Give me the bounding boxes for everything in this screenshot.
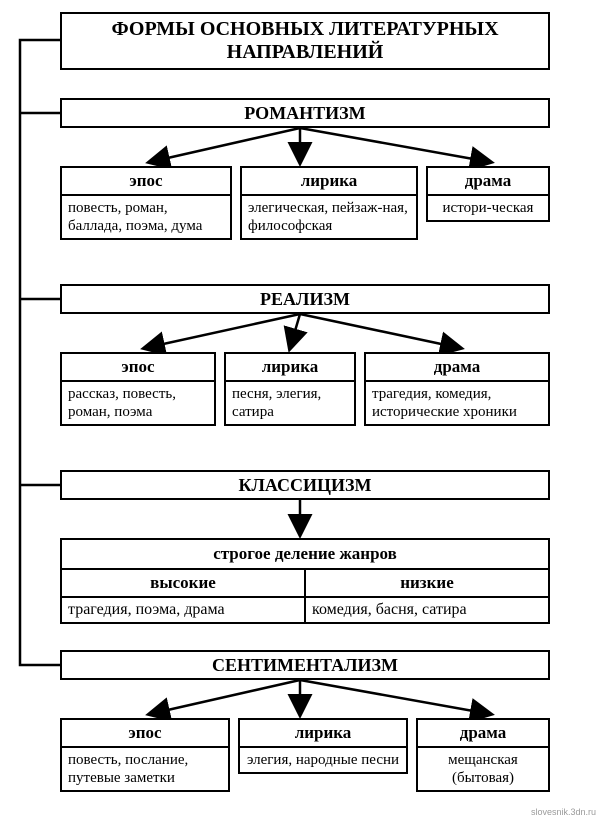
romanticism-epos-body: повесть, роман, баллада, поэма, дума — [62, 196, 230, 238]
romanticism-lyric-body: элегическая, пейзаж-ная, философская — [242, 196, 416, 238]
romanticism-drama: драма истори-ческая — [426, 166, 550, 222]
sentimentalism-epos-body: повесть, послание, путевые заметки — [62, 748, 228, 790]
section-header-romanticism: РОМАНТИЗМ — [60, 98, 550, 128]
realism-lyric-body: песня, элегия, сатира — [226, 382, 354, 424]
romanticism-epos-head: эпос — [62, 168, 230, 196]
classicism-col-low-body: комедия, басня, сатира — [304, 598, 548, 622]
romanticism-drama-head: драма — [428, 168, 548, 196]
romanticism-epos: эпос повесть, роман, баллада, поэма, дум… — [60, 166, 232, 240]
realism-epos-body: рассказ, повесть, роман, поэма — [62, 382, 214, 424]
sentimentalism-drama-head: драма — [418, 720, 548, 748]
classicism-col-high-body: трагедия, поэма, драма — [62, 598, 304, 622]
classicism-col-low-head: низкие — [304, 570, 548, 596]
realism-lyric: лирика песня, элегия, сатира — [224, 352, 356, 426]
classicism-col-high-head: высокие — [62, 570, 304, 596]
sentimentalism-lyric-body: элегия, народные песни — [240, 748, 406, 772]
section-header-classicism: КЛАССИЦИЗМ — [60, 470, 550, 500]
romanticism-lyric-head: лирика — [242, 168, 416, 196]
section-header-sentimentalism: СЕНТИМЕНТАЛИЗМ — [60, 650, 550, 680]
realism-epos: эпос рассказ, повесть, роман, поэма — [60, 352, 216, 426]
sentimentalism-epos-head: эпос — [62, 720, 228, 748]
sentimentalism-lyric: лирика элегия, народные песни — [238, 718, 408, 774]
realism-drama: драма трагедия, комедия, исторические хр… — [364, 352, 550, 426]
main-title: ФОРМЫ ОСНОВНЫХ ЛИТЕРАТУРНЫХ НАПРАВЛЕНИЙ — [60, 12, 550, 70]
section-header-realism: РЕАЛИЗМ — [60, 284, 550, 314]
realism-lyric-head: лирика — [226, 354, 354, 382]
realism-drama-head: драма — [366, 354, 548, 382]
sentimentalism-drama: драма мещанская (бытовая) — [416, 718, 550, 792]
classicism-table: строгое деление жанров высокие низкие тр… — [60, 538, 550, 624]
sentimentalism-lyric-head: лирика — [240, 720, 406, 748]
sentimentalism-drama-body: мещанская (бытовая) — [418, 748, 548, 790]
classicism-subtitle: строгое деление жанров — [62, 540, 548, 570]
realism-drama-body: трагедия, комедия, исторические хроники — [366, 382, 548, 424]
romanticism-drama-body: истори-ческая — [428, 196, 548, 220]
sentimentalism-epos: эпос повесть, послание, путевые заметки — [60, 718, 230, 792]
watermark: slovesnik.3dn.ru — [531, 807, 596, 817]
realism-epos-head: эпос — [62, 354, 214, 382]
romanticism-lyric: лирика элегическая, пейзаж-ная, философс… — [240, 166, 418, 240]
